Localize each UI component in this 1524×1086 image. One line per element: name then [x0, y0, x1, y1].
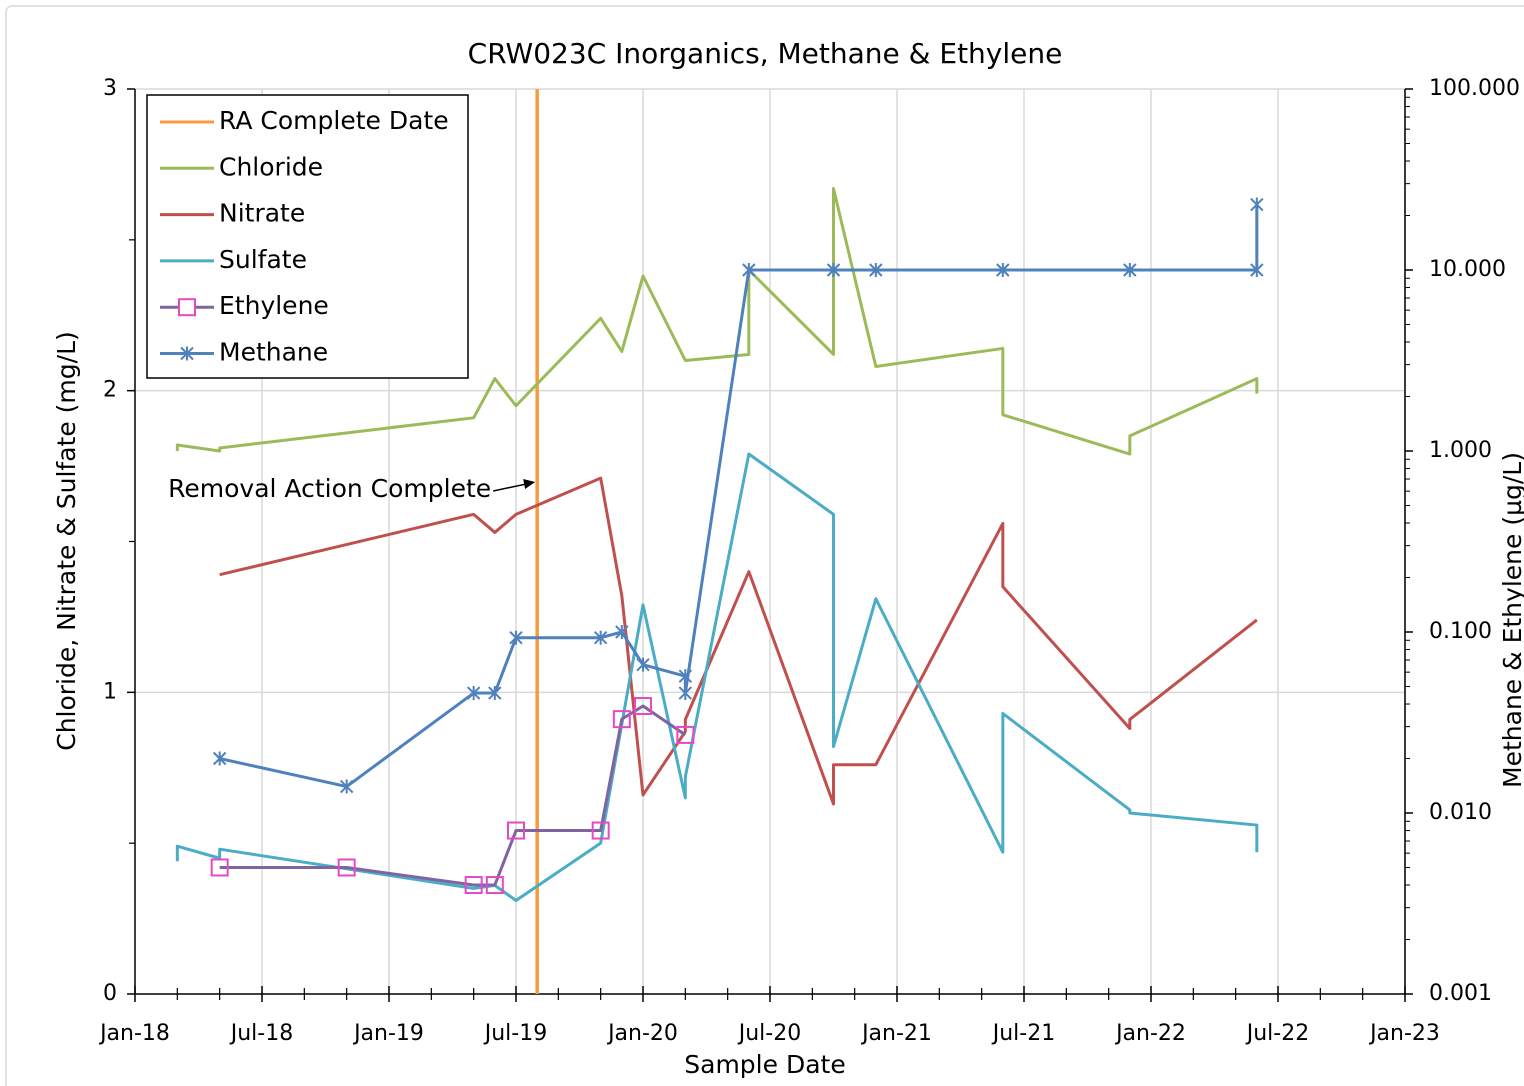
x-axis-label: Sample Date — [684, 1050, 845, 1079]
x-tick-label: Jan-19 — [352, 1021, 424, 1046]
marker — [464, 876, 483, 895]
legend-label: Nitrate — [219, 199, 305, 228]
x-tick-label: Jul-18 — [229, 1021, 293, 1046]
y2-tick-label: 0.001 — [1429, 981, 1492, 1006]
x-tick-label: Jan-23 — [1368, 1021, 1440, 1046]
marker — [488, 686, 502, 701]
series-line — [175, 452, 1259, 902]
marker — [742, 263, 756, 277]
legend-box — [146, 94, 469, 379]
legend-label: Chloride — [219, 152, 323, 181]
y2-axis-label: Methane & Ethylene (µg/L) — [1498, 452, 1524, 788]
y-tick-label: 2 — [103, 378, 117, 403]
legend-label: Methane — [219, 338, 328, 367]
marker — [507, 821, 525, 840]
chart-title: CRW023C Inorganics, Methane & Ethylene — [468, 37, 1063, 70]
marker — [1250, 197, 1264, 212]
y-tick-label: 0 — [103, 981, 117, 1006]
y-tick-label: 3 — [103, 76, 117, 101]
x-tick-label: Jul-19 — [483, 1021, 547, 1046]
x-tick-label: Jul-20 — [737, 1021, 801, 1046]
legend-marker — [180, 346, 194, 361]
marker — [996, 263, 1010, 277]
legend-label: Sulfate — [219, 245, 307, 274]
legend-label: RA Complete Date — [219, 106, 449, 135]
y2-tick-label: 0.100 — [1429, 619, 1492, 644]
legend-label: Ethylene — [219, 291, 329, 320]
marker — [593, 630, 608, 645]
x-tick-label: Jan-21 — [860, 1021, 932, 1046]
marker — [1250, 263, 1264, 277]
marker — [678, 669, 693, 684]
marker — [210, 858, 229, 877]
x-tick-label: Jul-22 — [1245, 1021, 1309, 1046]
marker — [466, 686, 481, 701]
x-tick-label: Jul-21 — [991, 1021, 1055, 1046]
x-tick-label: Jan-22 — [1114, 1021, 1186, 1046]
y2-tick-label: 1.000 — [1429, 438, 1492, 463]
y2-tick-label: 10.000 — [1429, 257, 1506, 282]
y2-tick-label: 100.000 — [1429, 76, 1520, 101]
y2-tick-label: 0.010 — [1429, 800, 1492, 825]
annotation: Removal Action Complete — [168, 474, 491, 503]
marker — [869, 263, 883, 277]
marker — [615, 625, 629, 639]
marker — [634, 697, 652, 716]
marker — [339, 779, 354, 794]
marker — [826, 263, 841, 277]
marker — [337, 858, 356, 877]
series-line — [175, 187, 1259, 456]
marker — [591, 821, 610, 840]
legend-marker — [178, 298, 196, 317]
marker — [509, 630, 523, 645]
x-tick-label: Jan-18 — [98, 1021, 170, 1046]
marker — [212, 751, 227, 766]
y-axis-label: Chloride, Nitrate & Sulfate (mg/L) — [52, 331, 81, 751]
marker — [636, 657, 650, 672]
x-tick-label: Jan-20 — [606, 1021, 678, 1046]
legend: RA Complete Date Chloride Nitrate Sulfate Et… — [146, 94, 469, 379]
marker — [612, 710, 631, 729]
marker — [676, 725, 695, 744]
y-tick-label: 1 — [103, 679, 117, 704]
marker — [1123, 263, 1137, 277]
marker — [485, 876, 504, 895]
series-line — [219, 476, 1258, 806]
marker — [678, 686, 693, 701]
annotation-arrowhead — [523, 479, 536, 489]
